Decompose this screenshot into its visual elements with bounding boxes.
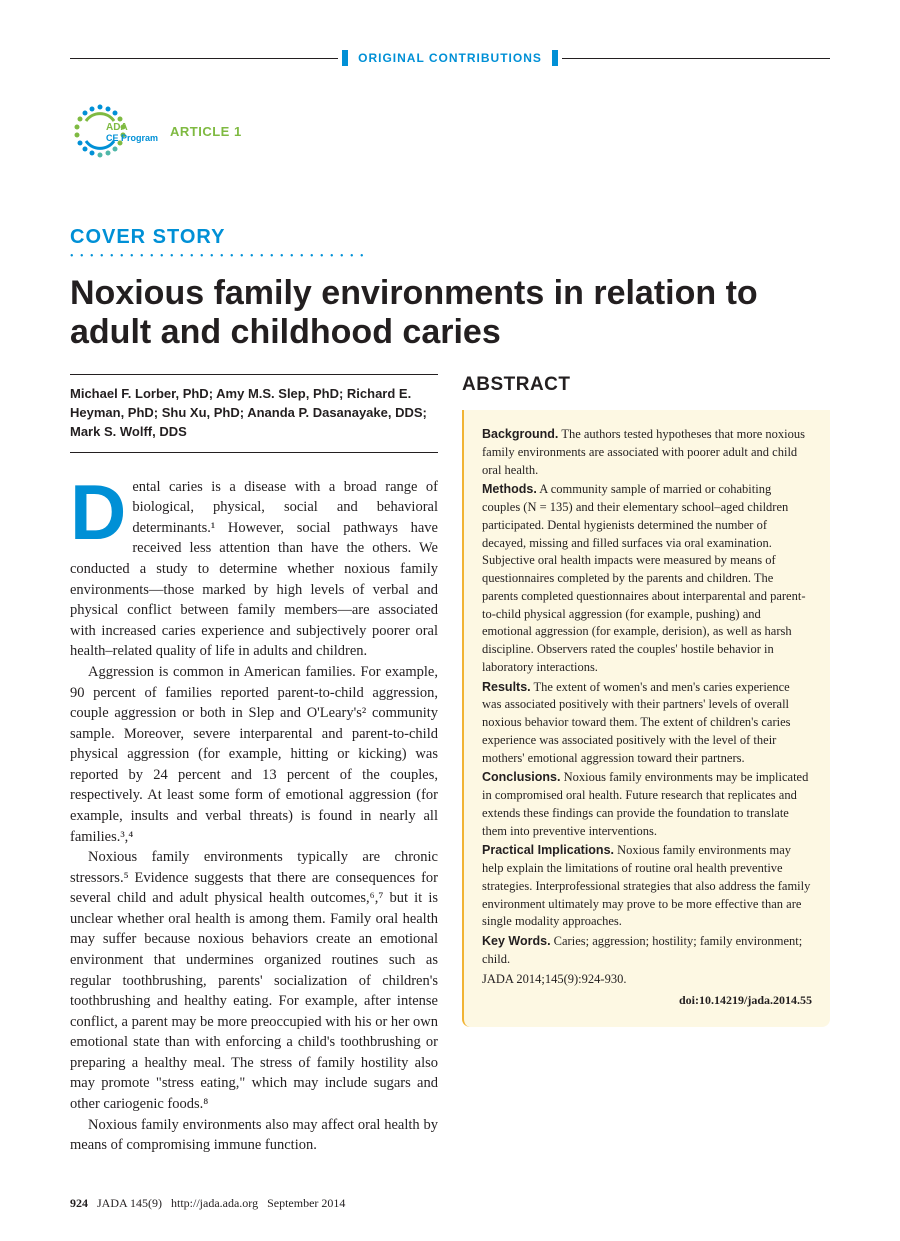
paragraph-2: Aggression is common in American familie… (70, 662, 438, 847)
article-title: Noxious family environments in relation … (70, 274, 830, 352)
rule-right (562, 58, 830, 59)
label-bar-left (342, 50, 348, 66)
author-list: Michael F. Lorber, PhD; Amy M.S. Slep, P… (70, 385, 438, 442)
abstract-box: Background. The authors tested hypothese… (462, 410, 830, 1027)
authors-rule-bottom (70, 452, 438, 453)
article-number-label: ARTICLE 1 (170, 124, 242, 139)
dropcap: D (70, 477, 132, 545)
background-label: Background. (482, 427, 558, 441)
article-body: Dental caries is a disease with a broad … (70, 477, 438, 1156)
page-number: 924 (70, 1196, 88, 1210)
cover-story-label: COVER STORY (70, 226, 830, 249)
methods-text: A community sample of married or cohabit… (482, 482, 806, 674)
section-header-rule: ORIGINAL CONTRIBUTIONS (70, 50, 830, 66)
keywords-label: Key Words. (482, 934, 551, 948)
methods-label: Methods. (482, 482, 537, 496)
badge-text-ada: ADA (106, 122, 128, 133)
results-label: Results. (482, 680, 531, 694)
abstract-doi: doi:10.14219/jada.2014.55 (482, 992, 812, 1009)
abstract-keywords: Key Words. Caries; aggression; hostility… (482, 933, 812, 969)
abstract-citation: JADA 2014;145(9):924-930. (482, 971, 812, 989)
abstract-practical: Practical Implications. Noxious family e… (482, 842, 812, 931)
right-column: ABSTRACT Background. The authors tested … (462, 374, 830, 1156)
two-column-layout: Michael F. Lorber, PhD; Amy M.S. Slep, P… (70, 374, 830, 1156)
paragraph-1: Dental caries is a disease with a broad … (70, 477, 438, 662)
paragraph-3: Noxious family environments typically ar… (70, 847, 438, 1115)
paragraph-4: Noxious family environments also may aff… (70, 1115, 438, 1156)
rule-left (70, 58, 338, 59)
section-label: ORIGINAL CONTRIBUTIONS (352, 51, 548, 65)
footer-url: http://jada.ada.org (171, 1196, 258, 1210)
practical-label: Practical Implications. (482, 843, 614, 857)
abstract-heading: ABSTRACT (462, 374, 830, 396)
abstract-methods: Methods. A community sample of married o… (482, 481, 812, 676)
conclusions-label: Conclusions. (482, 770, 560, 784)
badge-text-ce: CE Program (106, 133, 158, 143)
left-column: Michael F. Lorber, PhD; Amy M.S. Slep, P… (70, 374, 438, 1156)
abstract-conclusions: Conclusions. Noxious family environments… (482, 769, 812, 840)
ada-ce-badge-icon: ADA CE Program (70, 96, 160, 166)
footer-journal: JADA 145(9) (97, 1196, 162, 1210)
abstract-results: Results. The extent of women's and men's… (482, 679, 812, 768)
ce-badge-row: ADA CE Program ARTICLE 1 (70, 96, 830, 166)
authors-rule-top (70, 374, 438, 375)
journal-page: ORIGINAL CONTRIBUTIONS (0, 0, 900, 1241)
page-footer: 924 JADA 145(9) http://jada.ada.org Sept… (70, 1196, 830, 1211)
cover-story-dots: • • • • • • • • • • • • • • • • • • • • … (70, 251, 830, 262)
abstract-background: Background. The authors tested hypothese… (482, 426, 812, 479)
footer-date: September 2014 (267, 1196, 345, 1210)
section-label-box: ORIGINAL CONTRIBUTIONS (338, 50, 562, 66)
label-bar-right (552, 50, 558, 66)
